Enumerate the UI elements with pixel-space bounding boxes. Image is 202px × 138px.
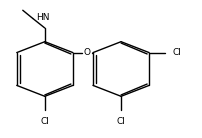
Text: Cl: Cl [173,48,182,57]
Text: O: O [83,48,90,57]
Text: Cl: Cl [40,117,49,126]
Text: HN: HN [36,13,49,22]
Text: Cl: Cl [117,117,125,126]
